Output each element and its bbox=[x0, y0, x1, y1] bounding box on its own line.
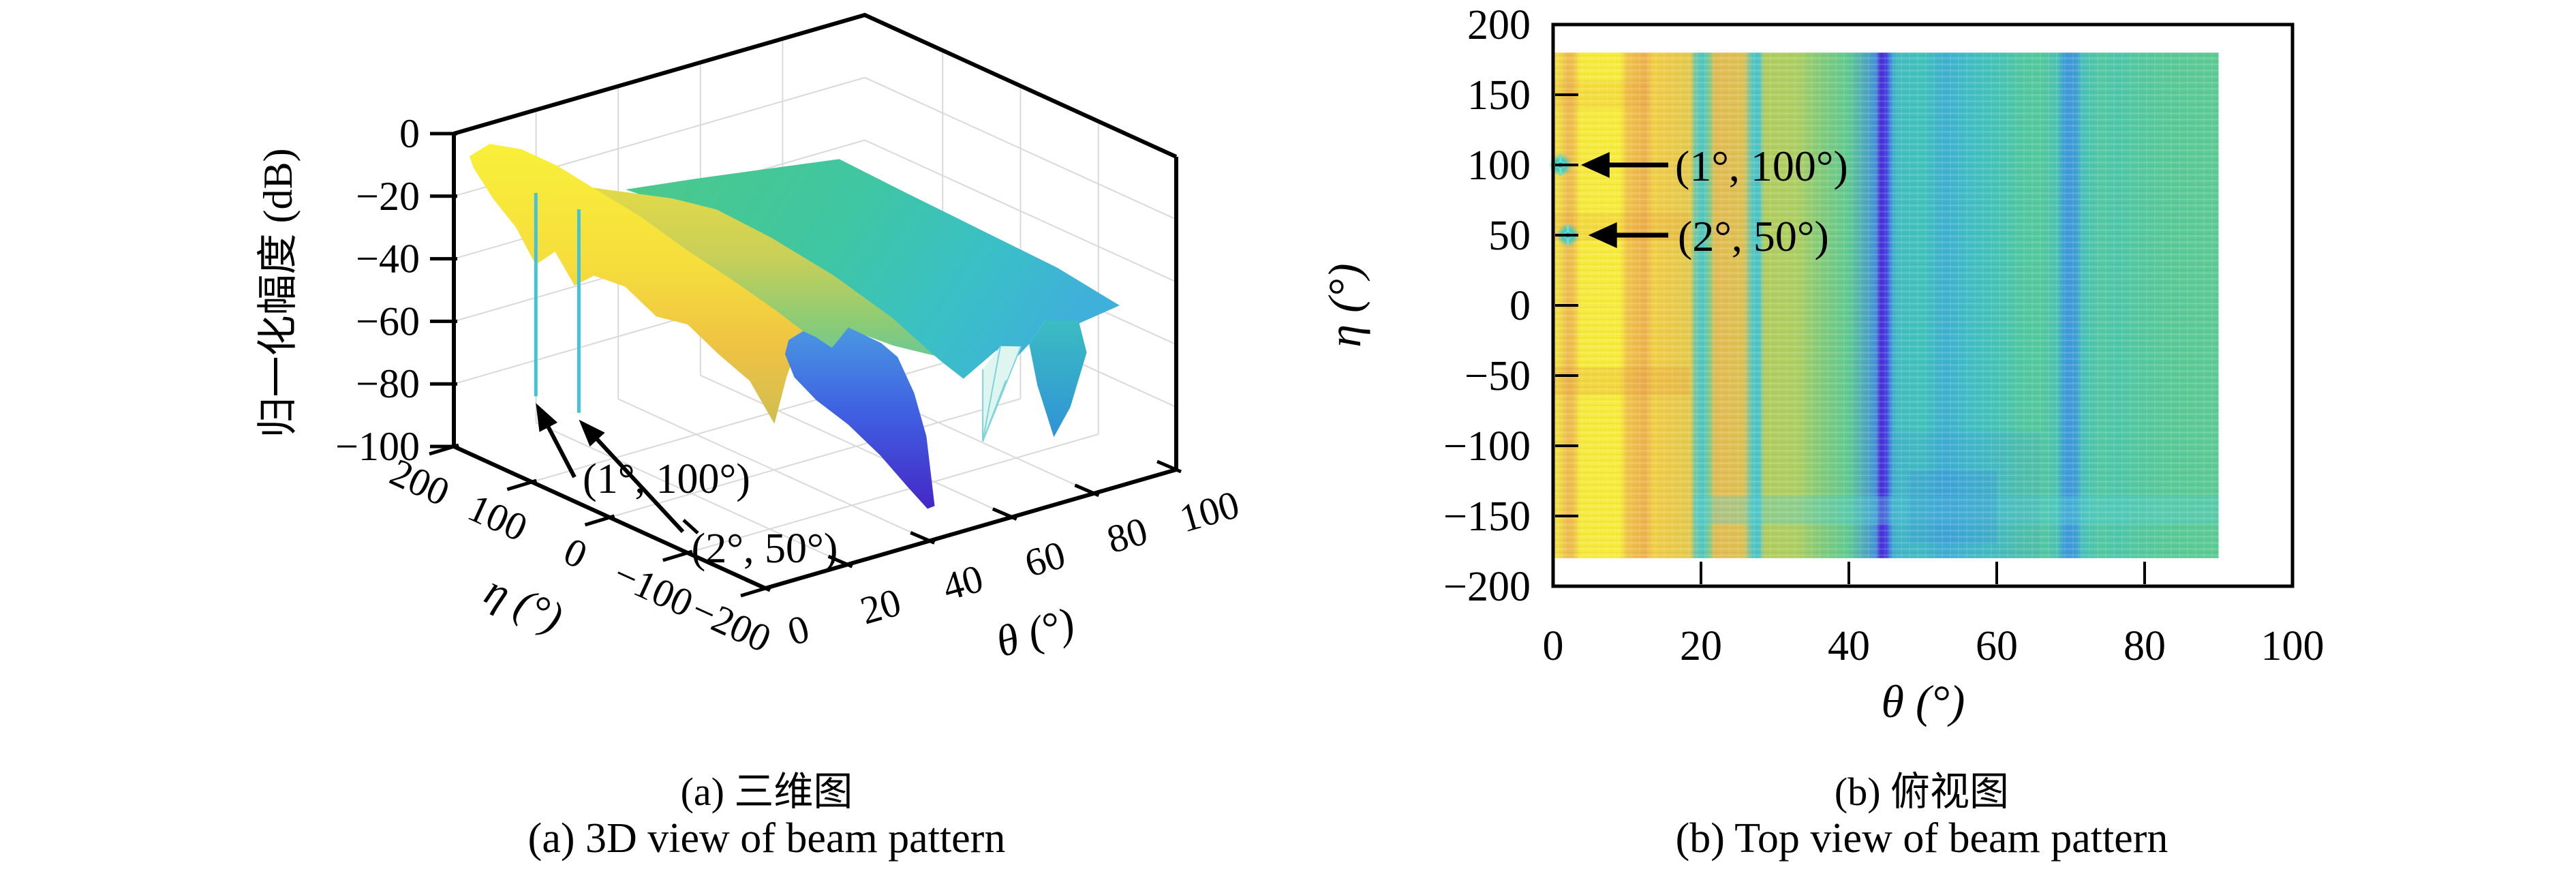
null-arrow-head bbox=[536, 403, 558, 432]
plot3d-y-axis-label: η (°) bbox=[478, 565, 570, 642]
z-tick-label: −20 bbox=[356, 174, 420, 219]
grid-line bbox=[864, 139, 1177, 283]
z-tick-label: −100 bbox=[335, 424, 420, 469]
eta-tick-label: −150 bbox=[1443, 494, 1531, 540]
z-tick-label: −80 bbox=[356, 361, 420, 406]
theta-tick-label: 40 bbox=[1828, 623, 1870, 669]
heatmap-mesh-texture bbox=[1553, 52, 2219, 558]
grid-line bbox=[687, 434, 1099, 553]
eta-tick-label: 200 bbox=[1467, 2, 1531, 48]
plot3d-null2-label: (2°, 50°) bbox=[692, 526, 838, 572]
null-arrow-head bbox=[1580, 152, 1610, 178]
null-arrow-shaft bbox=[591, 433, 685, 534]
theta-tick bbox=[746, 578, 771, 592]
heatmap-ticks: 200 150 100 50 0 −50 −100 −150 −200 0 20 40 60 80 100 bbox=[1443, 2, 2324, 669]
surface-curtain bbox=[1029, 320, 1087, 438]
eta-tick-label: 100 bbox=[461, 485, 534, 550]
z-tick-label: −40 bbox=[356, 237, 420, 282]
eta-tick-label: −200 bbox=[1443, 564, 1531, 610]
theta-tick bbox=[910, 531, 936, 545]
eta-tick bbox=[506, 479, 537, 491]
plot3d-x-axis-label: θ (°) bbox=[991, 598, 1080, 666]
theta-tick-label: 0 bbox=[1543, 623, 1564, 669]
surface-funnel bbox=[983, 346, 1022, 442]
null-arrow-shaft bbox=[543, 420, 577, 479]
plot3d-null2-leader-dash bbox=[682, 519, 699, 534]
eta-tick bbox=[662, 549, 693, 562]
theta-tick-label: 40 bbox=[938, 556, 988, 609]
box-roof-edges bbox=[453, 12, 1178, 159]
eta-tick-label: 150 bbox=[1467, 72, 1531, 119]
plot3d-z-axis-label: 归一化幅度 (dB) bbox=[256, 149, 301, 438]
theta-tick bbox=[827, 554, 853, 568]
eta-tick-label: 0 bbox=[557, 529, 594, 577]
funnel-mesh-line bbox=[982, 346, 1001, 442]
theta-tick-label: 20 bbox=[1680, 623, 1722, 669]
plot3d-null1-label: (1°, 100°) bbox=[583, 456, 750, 502]
theta-tick-label: 60 bbox=[1976, 623, 2018, 669]
z-tick-label: −60 bbox=[356, 299, 420, 344]
surface-plateau bbox=[626, 159, 1120, 379]
theta-tick-label: 80 bbox=[2123, 623, 2166, 669]
plot3d-annotations bbox=[536, 403, 685, 534]
null-arrow-head bbox=[579, 419, 605, 447]
caption-b: (b) 俯视图 (b) Top view of beam pattern bbox=[1377, 769, 2467, 864]
eta-tick-label: −50 bbox=[1465, 353, 1531, 399]
heatmap-frame bbox=[1551, 22, 2295, 588]
funnel-mesh-line bbox=[982, 380, 1007, 442]
caption-b-zh: (b) 俯视图 bbox=[1834, 770, 2010, 814]
eta-tick-label: 0 bbox=[1509, 283, 1531, 329]
theta-tick-label: 100 bbox=[1175, 482, 1244, 541]
z-tick-label: 0 bbox=[399, 111, 420, 156]
heatmap-area bbox=[1548, 52, 2219, 558]
heatmap-annotations bbox=[1580, 152, 1668, 248]
theta-tick-label: 100 bbox=[2261, 623, 2325, 669]
caption-b-en: (b) Top view of beam pattern bbox=[1675, 815, 2168, 862]
plot3d-surface bbox=[469, 144, 1120, 509]
eta-tick bbox=[584, 514, 615, 527]
surface-wall bbox=[784, 327, 935, 509]
eta-tick-label: 50 bbox=[1488, 213, 1531, 259]
eta-tick-label: −100 bbox=[1443, 423, 1531, 470]
theta-tick bbox=[992, 507, 1017, 521]
theta-tick-label: 80 bbox=[1102, 509, 1152, 562]
theta-tick bbox=[1074, 483, 1100, 498]
grid-line bbox=[609, 398, 1021, 518]
heatmap-border bbox=[1551, 22, 2295, 588]
theta-tick-label: 0 bbox=[783, 606, 814, 654]
null-arrow-head bbox=[1588, 222, 1617, 248]
grid-line bbox=[864, 76, 1177, 220]
eta-tick-label: 100 bbox=[1467, 142, 1531, 189]
theta-tick-label: 60 bbox=[1020, 532, 1071, 586]
caption-a: (a) 三维图 (a) 3D view of beam pattern bbox=[221, 769, 1312, 864]
caption-a-en: (a) 3D view of beam pattern bbox=[527, 815, 1006, 862]
heatmap-null2-label: (2°, 50°) bbox=[1678, 212, 1829, 260]
heatmap-y-axis-label: η (°) bbox=[1319, 263, 1370, 347]
heatmap-null1-label: (1°, 100°) bbox=[1675, 142, 1848, 190]
eta-tick-label: −200 bbox=[685, 587, 778, 661]
eta-tick bbox=[429, 443, 459, 456]
surface-yellow bbox=[469, 144, 803, 424]
theta-tick bbox=[1156, 459, 1182, 474]
eta-tick-label: −100 bbox=[607, 551, 700, 626]
caption-a-zh: (a) 三维图 bbox=[680, 770, 853, 814]
heatmap-x-axis-label: θ (°) bbox=[1882, 676, 1965, 727]
theta-tick-label: 20 bbox=[855, 579, 906, 633]
